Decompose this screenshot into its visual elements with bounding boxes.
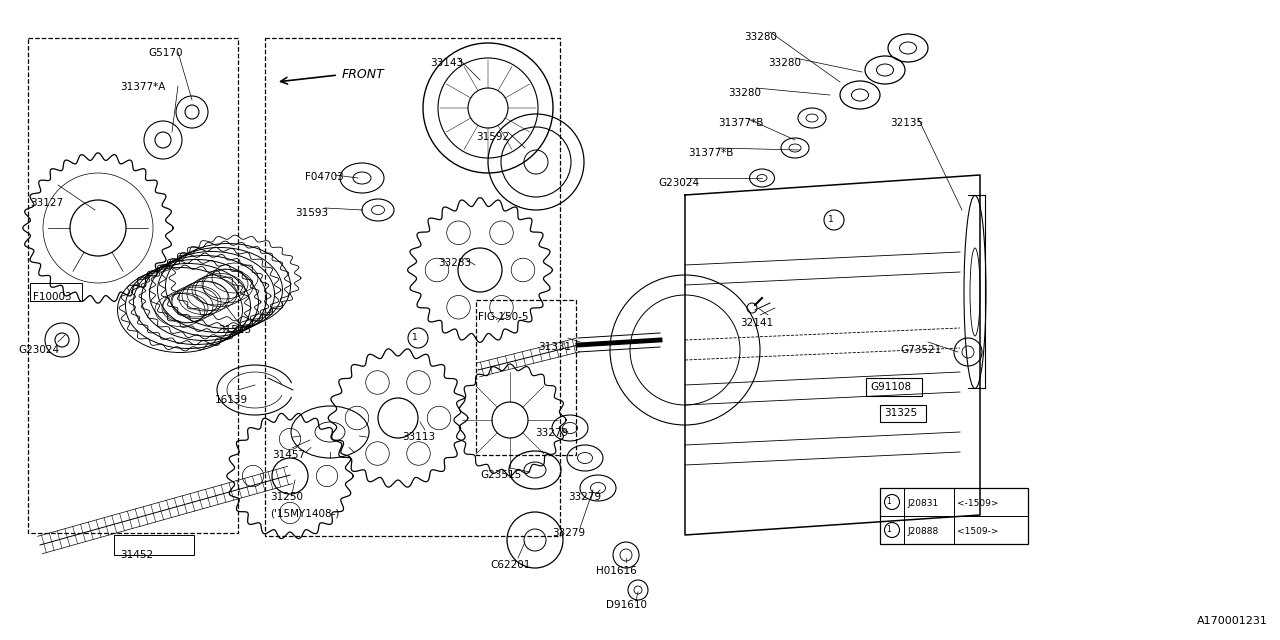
Text: FIG.150-5: FIG.150-5 — [477, 312, 529, 322]
Text: G23024: G23024 — [18, 345, 59, 355]
Text: 33280: 33280 — [728, 88, 762, 98]
Text: <-1509>: <-1509> — [957, 499, 998, 508]
Text: 31377*A: 31377*A — [120, 82, 165, 92]
Text: 31325: 31325 — [884, 408, 918, 418]
Text: G91108: G91108 — [870, 382, 911, 392]
Text: D91610: D91610 — [605, 600, 646, 610]
Text: 33283: 33283 — [438, 258, 471, 268]
Text: 32135: 32135 — [890, 118, 923, 128]
Text: 16139: 16139 — [215, 395, 248, 405]
Text: 31457: 31457 — [273, 450, 305, 460]
Text: 33280: 33280 — [744, 32, 777, 42]
Text: G23024: G23024 — [658, 178, 699, 188]
Text: J20831: J20831 — [908, 499, 938, 508]
Text: 33279: 33279 — [552, 528, 585, 538]
Text: 1: 1 — [412, 333, 417, 342]
Text: 33280: 33280 — [768, 58, 801, 68]
Text: ('15MY1408-): ('15MY1408-) — [270, 508, 339, 518]
Text: H01616: H01616 — [596, 566, 636, 576]
Text: 31452: 31452 — [120, 550, 154, 560]
Text: 1: 1 — [887, 525, 891, 534]
Text: G5170: G5170 — [148, 48, 183, 58]
Text: 1: 1 — [828, 216, 833, 225]
Text: G73521: G73521 — [900, 345, 941, 355]
Text: 33143: 33143 — [430, 58, 463, 68]
Text: 33113: 33113 — [402, 432, 435, 442]
Text: J20888: J20888 — [908, 527, 938, 536]
Text: F04703: F04703 — [305, 172, 344, 182]
Text: 31593: 31593 — [294, 208, 328, 218]
Text: 33127: 33127 — [29, 198, 63, 208]
Text: 32141: 32141 — [740, 318, 773, 328]
Text: F10003: F10003 — [33, 292, 72, 302]
Text: 1: 1 — [887, 497, 891, 506]
Text: 31377*B: 31377*B — [718, 118, 763, 128]
Text: 31377*B: 31377*B — [689, 148, 733, 158]
Text: G23515: G23515 — [480, 470, 521, 480]
Text: <1509->: <1509-> — [957, 527, 998, 536]
FancyBboxPatch shape — [881, 488, 1028, 544]
Text: FRONT: FRONT — [342, 67, 385, 81]
Text: 31331: 31331 — [538, 342, 571, 352]
Text: 31250: 31250 — [270, 492, 303, 502]
Text: C62201: C62201 — [490, 560, 530, 570]
Text: 33279: 33279 — [568, 492, 602, 502]
Text: 31592: 31592 — [476, 132, 509, 142]
Text: 31523: 31523 — [218, 325, 251, 335]
Text: A170001231: A170001231 — [1197, 616, 1268, 626]
Text: 33279: 33279 — [535, 428, 568, 438]
